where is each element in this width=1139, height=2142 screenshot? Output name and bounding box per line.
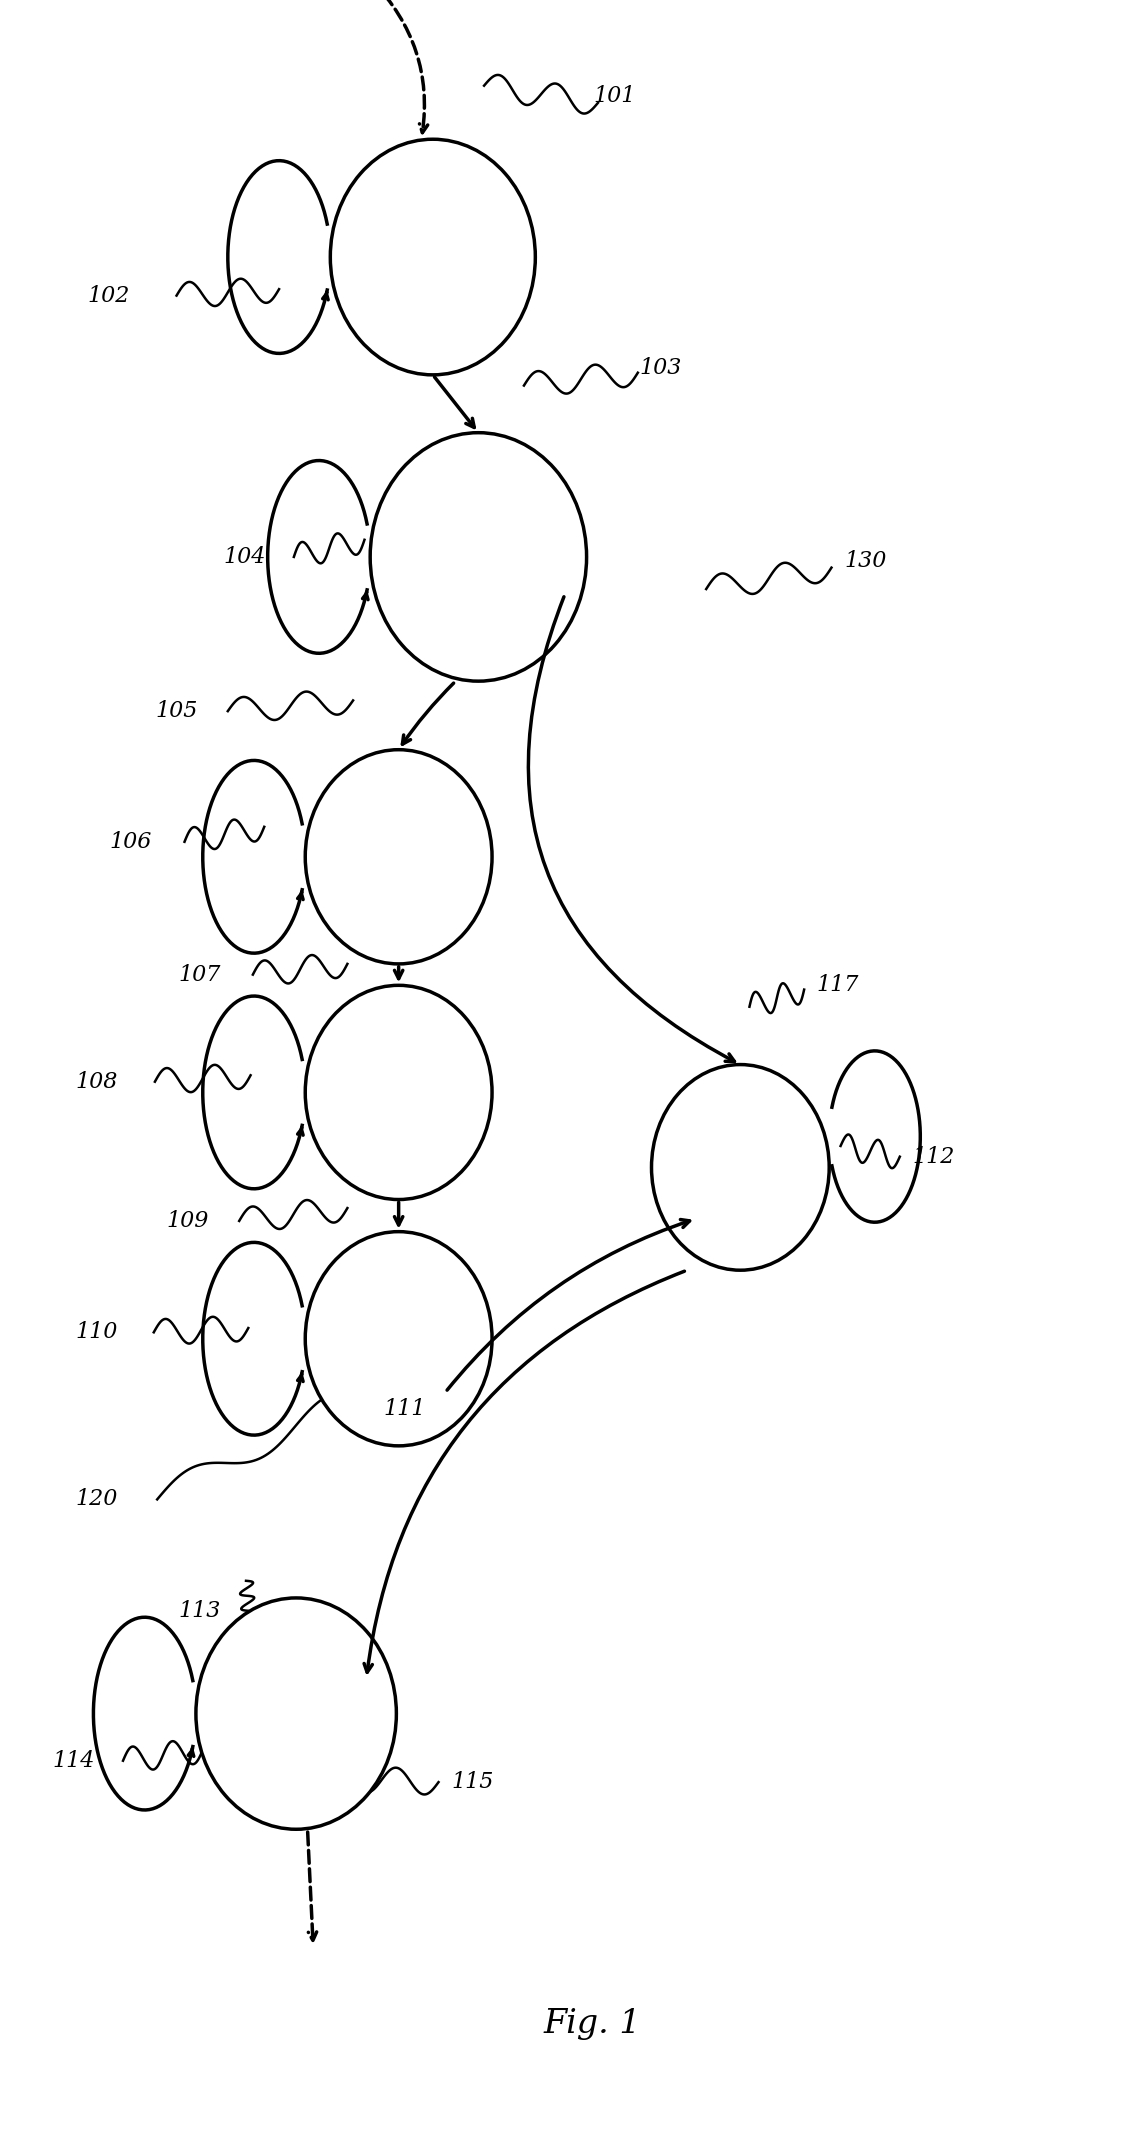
Ellipse shape bbox=[305, 985, 492, 1200]
Text: 115: 115 bbox=[451, 1771, 494, 1793]
Text: 101: 101 bbox=[593, 86, 637, 107]
Text: 102: 102 bbox=[87, 285, 130, 306]
Text: Fig. 1: Fig. 1 bbox=[543, 2009, 641, 2039]
Text: 107: 107 bbox=[178, 964, 221, 985]
Text: 111: 111 bbox=[383, 1399, 426, 1420]
Text: 110: 110 bbox=[75, 1322, 118, 1343]
Text: 103: 103 bbox=[639, 358, 682, 379]
Text: 117: 117 bbox=[816, 975, 859, 996]
Ellipse shape bbox=[196, 1598, 396, 1829]
Text: 130: 130 bbox=[844, 550, 887, 572]
Text: 105: 105 bbox=[155, 700, 198, 722]
Text: 120: 120 bbox=[75, 1489, 118, 1510]
Ellipse shape bbox=[652, 1065, 829, 1270]
Text: 112: 112 bbox=[912, 1146, 956, 1167]
Text: 104: 104 bbox=[223, 546, 267, 568]
Text: 113: 113 bbox=[178, 1600, 221, 1621]
Text: 114: 114 bbox=[52, 1750, 96, 1771]
Ellipse shape bbox=[330, 139, 535, 375]
Ellipse shape bbox=[305, 750, 492, 964]
Ellipse shape bbox=[370, 433, 587, 681]
Text: 108: 108 bbox=[75, 1071, 118, 1092]
Text: 106: 106 bbox=[109, 831, 153, 853]
Ellipse shape bbox=[305, 1232, 492, 1446]
Text: 109: 109 bbox=[166, 1210, 210, 1232]
FancyArrowPatch shape bbox=[528, 598, 735, 1062]
FancyArrowPatch shape bbox=[364, 1270, 685, 1673]
